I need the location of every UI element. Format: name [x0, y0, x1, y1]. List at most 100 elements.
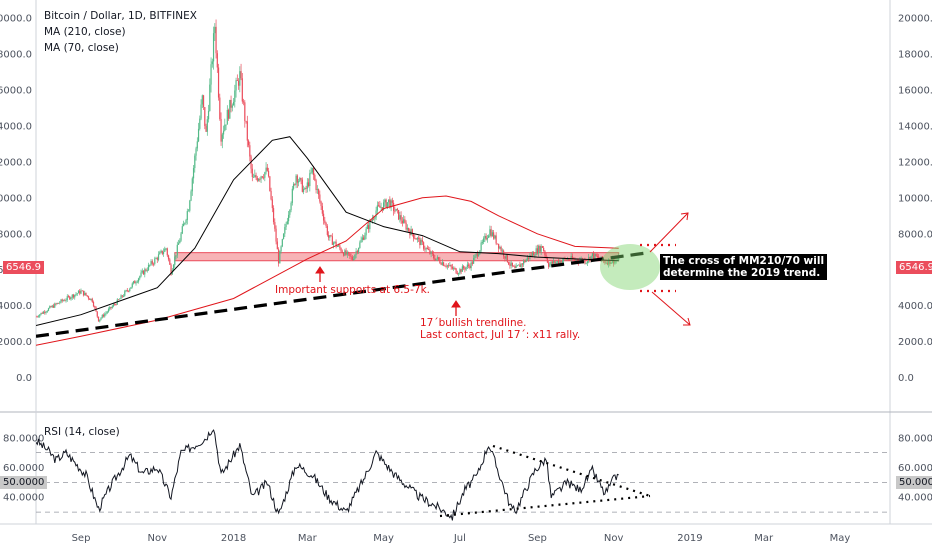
ma-cross-highlight — [600, 244, 660, 290]
candle-body — [330, 235, 332, 237]
candle-body — [479, 250, 481, 254]
candle-body — [299, 178, 301, 182]
bullish-trendline — [36, 251, 647, 338]
candle-body — [77, 290, 80, 294]
candle-body — [466, 264, 468, 268]
rsi-tick-label-right: 80.0000 — [898, 433, 932, 444]
candle-body — [436, 257, 438, 259]
candle-body — [181, 226, 183, 234]
candle-body — [241, 78, 243, 102]
candle-body — [131, 283, 133, 287]
candle-body — [209, 84, 211, 111]
price-tick-label-right: 20000.0 — [898, 13, 932, 24]
candle-body — [257, 178, 260, 181]
candle-body — [195, 148, 197, 156]
candle-body — [350, 255, 352, 257]
candle-body — [516, 265, 518, 267]
candle-body — [262, 177, 265, 179]
candle-body — [325, 222, 327, 227]
candle-body — [226, 109, 228, 125]
candle-body — [305, 188, 307, 189]
candle-body — [214, 26, 216, 34]
candle-body — [166, 248, 168, 256]
candle-body — [354, 254, 356, 260]
ma70-legend: MA (70, close) — [44, 42, 119, 54]
candle-body — [91, 298, 93, 302]
candle-body — [365, 228, 367, 236]
support-zone — [174, 252, 620, 262]
candle-body — [374, 217, 376, 219]
candle-body — [418, 237, 420, 239]
ma210-legend: MA (210, close) — [44, 26, 126, 38]
candle-body — [362, 237, 365, 240]
candle-body — [501, 250, 503, 252]
candle-body — [603, 260, 605, 262]
candle-body — [170, 264, 172, 275]
candle-body — [355, 251, 357, 255]
candle-body — [545, 255, 547, 258]
candle-body — [524, 260, 526, 263]
candle-body — [302, 189, 305, 192]
candle-body — [591, 253, 594, 256]
candle-body — [438, 257, 440, 260]
price-tick-label-right: 14000.0 — [898, 121, 932, 132]
trendline-note: 17´bullish trendline. Last contact, Jul … — [420, 317, 580, 341]
candle-body — [429, 249, 431, 254]
last-price-badge-left: 6546.9 — [3, 261, 44, 274]
candle-body — [459, 269, 461, 274]
candle-body — [553, 260, 555, 264]
candle-body — [42, 311, 45, 314]
candle-body — [292, 183, 295, 189]
candle-body — [335, 241, 337, 247]
candle-body — [64, 300, 66, 302]
candle-body — [182, 223, 185, 227]
candle-body — [89, 298, 91, 300]
candle-body — [504, 256, 506, 259]
candle-body — [204, 107, 206, 126]
candle-body — [476, 253, 478, 257]
candle-body — [120, 295, 122, 299]
candle-body — [520, 263, 522, 267]
candle-body — [134, 281, 136, 284]
candle-body — [211, 61, 213, 65]
candle-body — [254, 175, 256, 178]
candle-body — [446, 265, 448, 267]
candle-body — [361, 237, 363, 240]
candle-body — [424, 248, 426, 250]
candle-body — [265, 167, 267, 173]
candle-body — [159, 252, 161, 255]
candle-body — [127, 290, 130, 292]
candle-body — [252, 177, 255, 178]
price-tick-label-right: 2000.0 — [898, 337, 932, 348]
candle-body — [256, 177, 258, 181]
candle-body — [306, 182, 308, 189]
candle-body — [576, 259, 579, 262]
candle-body — [456, 273, 458, 275]
candle-body — [434, 258, 436, 261]
time-tick-label: Nov — [604, 533, 624, 544]
candle-body — [295, 175, 297, 185]
candle-body — [568, 258, 570, 260]
candle-body — [216, 53, 218, 68]
candle-body — [260, 176, 262, 180]
candle-body — [304, 188, 306, 190]
candle-body — [137, 278, 140, 282]
left-rsi-ticks: 40.0000 60.0000 80.0000 — [3, 433, 44, 503]
candle-body — [470, 262, 472, 269]
candle-body — [240, 71, 242, 79]
candle-body — [80, 290, 82, 294]
candle-body — [41, 312, 43, 314]
candle-body — [421, 239, 423, 243]
ma-cross-note-line1: The cross of MM210/70 will — [663, 255, 825, 267]
candle-body — [344, 250, 346, 256]
candle-body — [200, 104, 202, 119]
candle-body — [449, 264, 451, 266]
candle-body — [316, 189, 318, 191]
candle-body — [440, 263, 442, 265]
candle-body — [376, 205, 378, 211]
candle-body — [50, 306, 52, 308]
candle-body — [341, 251, 343, 253]
candle-body — [146, 270, 148, 271]
candle-body — [164, 248, 166, 252]
price-tick-label-left: 20000.0 — [0, 13, 32, 24]
